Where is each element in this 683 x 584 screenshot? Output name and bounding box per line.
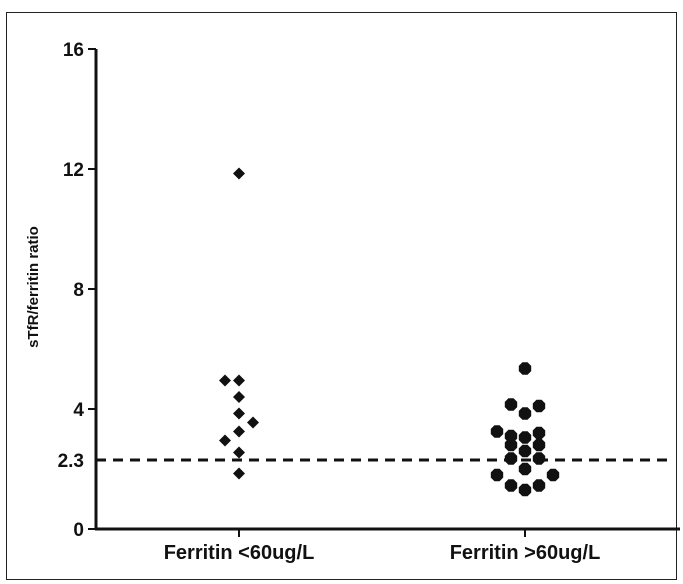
data-points	[219, 167, 560, 497]
data-point-octagon	[518, 431, 532, 444]
data-point-diamond	[233, 391, 245, 403]
y-tick-label: 16	[63, 40, 84, 61]
data-point-diamond	[233, 407, 245, 420]
data-point-diamond	[219, 434, 231, 447]
data-point-diamond	[233, 425, 245, 438]
data-point-octagon	[532, 438, 546, 452]
chart-frame	[6, 12, 677, 580]
data-point-octagon	[518, 407, 532, 420]
x-tick-label: Ferritin <60ug/L	[164, 542, 315, 564]
data-point-diamond	[233, 167, 245, 180]
y-tick-label: 4	[73, 400, 84, 421]
y-axis-label: sTfR/ferritin ratio	[25, 226, 42, 348]
data-point-octagon	[518, 362, 532, 375]
data-point-octagon	[504, 438, 518, 452]
data-point-octagon	[490, 468, 504, 482]
data-point-octagon	[518, 483, 532, 497]
y-tick-label: 12	[63, 160, 84, 181]
data-point-diamond	[233, 374, 245, 387]
data-point-diamond	[233, 467, 245, 480]
axes: Ferritin <60ug/L Ferritin >60ug/L	[94, 49, 680, 564]
data-point-diamond	[233, 446, 245, 459]
data-point-octagon	[546, 468, 560, 482]
reference-line: 2.3	[58, 451, 668, 472]
x-tick-label: Ferritin >60ug/L	[450, 542, 601, 564]
data-point-diamond	[247, 416, 259, 429]
data-point-octagon	[532, 399, 546, 413]
reference-line-label: 2.3	[58, 451, 84, 472]
data-point-octagon	[532, 426, 546, 440]
data-point-octagon	[490, 425, 504, 438]
data-point-octagon	[504, 479, 518, 492]
data-point-octagon	[518, 462, 532, 476]
y-tick-label: 0	[73, 520, 84, 541]
data-point-octagon	[504, 398, 518, 411]
data-point-octagon	[518, 444, 532, 458]
data-point-octagon	[532, 479, 546, 492]
data-point-diamond	[219, 374, 231, 387]
y-tick-label: 8	[73, 280, 84, 301]
data-point-octagon	[504, 429, 518, 443]
y-ticks: 0 4 8 12 16	[63, 40, 96, 541]
